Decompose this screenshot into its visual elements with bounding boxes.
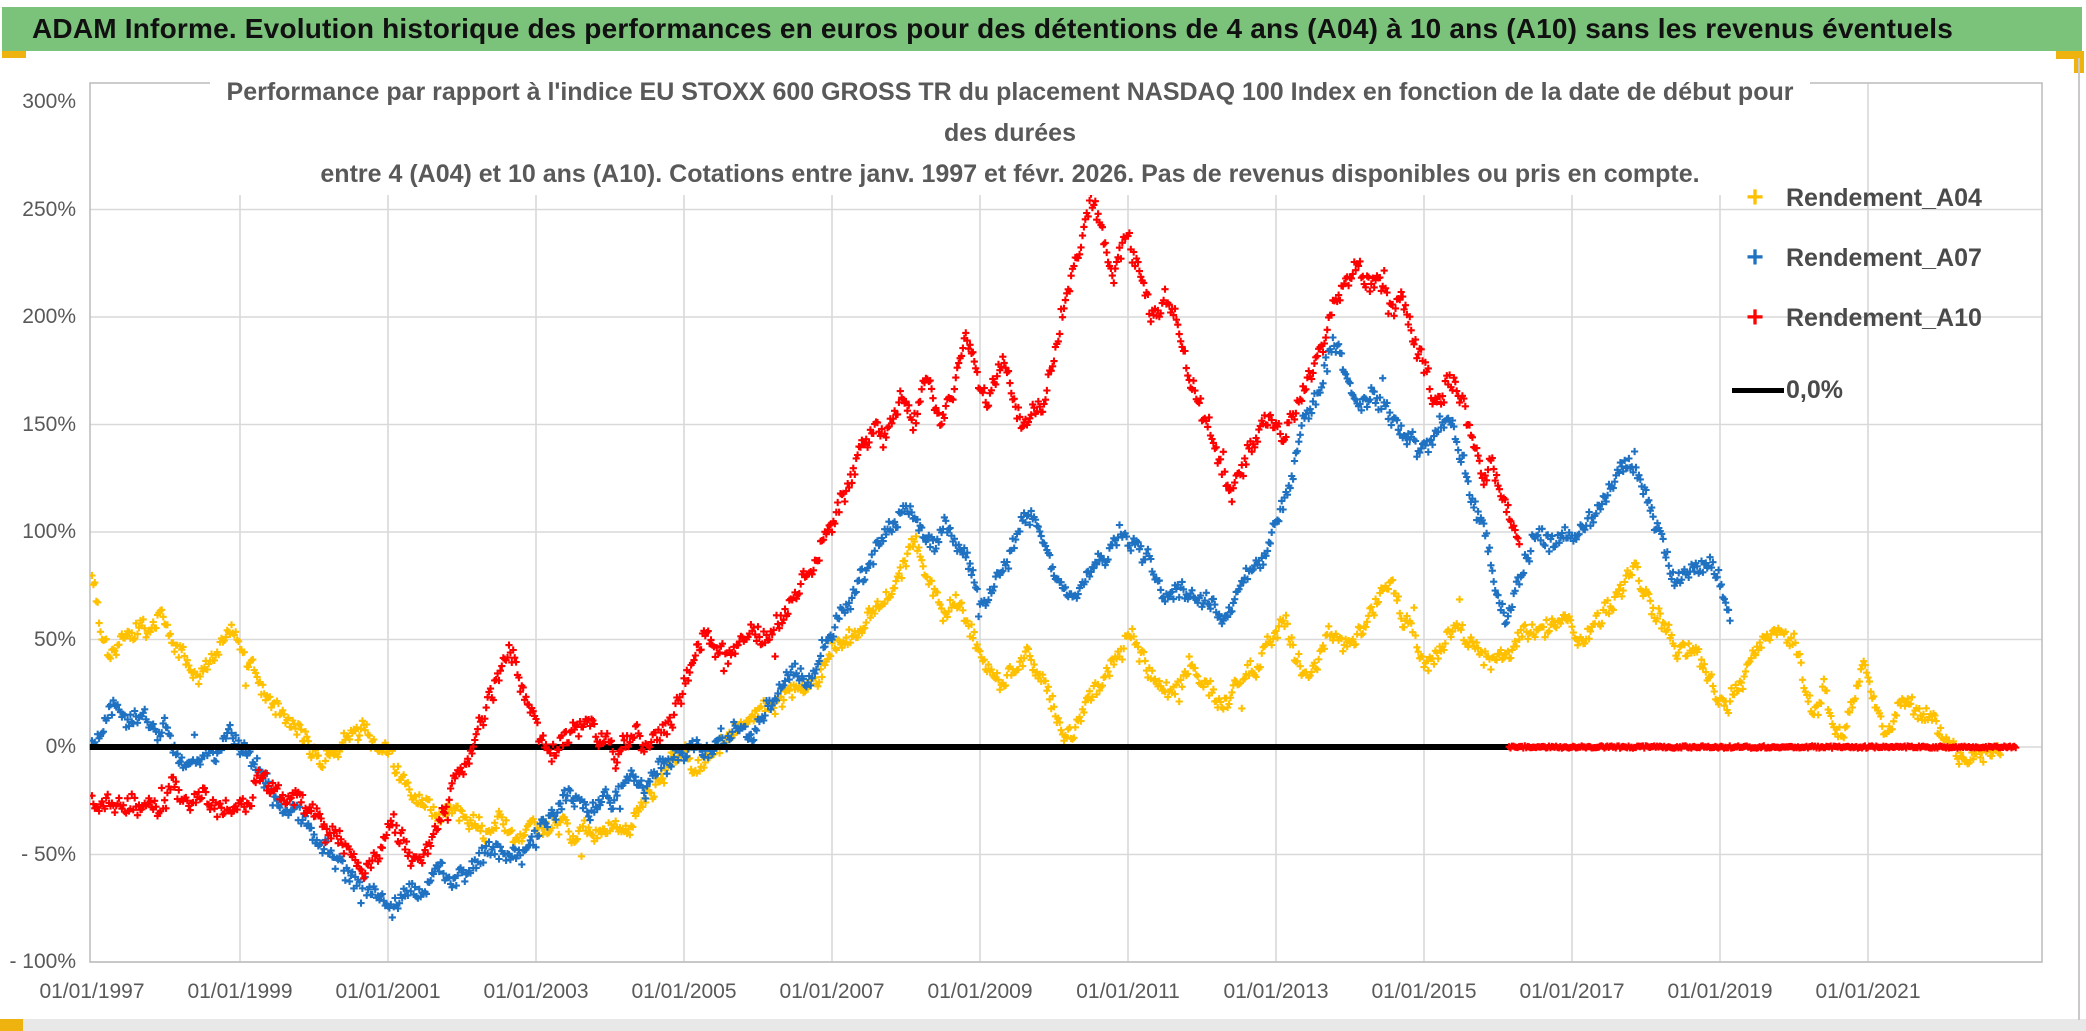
legend-item-rendement-a04: + Rendement_A04 [1724,178,1982,218]
y-tick-label: 0% [45,735,76,758]
bottom-bar [0,1019,2086,1031]
right-edge-line [2078,58,2080,1020]
title-banner: ADAM Informe. Evolution historique des p… [2,7,2082,51]
x-tick-label: 01/01/2003 [483,980,589,1003]
y-tick-label: 250% [22,197,76,221]
legend-item-rendement-a10: + Rendement_A10 [1724,298,1982,338]
x-tick-label: 01/01/1997 [39,980,145,1003]
plus-marker-icon: + [1746,241,1764,274]
x-tick-label: 01/01/2011 [1076,980,1180,1003]
legend-item-0-0-: 0,0% [1724,370,1843,410]
y-tick-label: - 100% [9,950,76,973]
legend-item-rendement-a07: + Rendement_A07 [1724,238,1982,278]
plus-marker-icon: + [1746,301,1764,334]
zero-line-icon [1732,387,1784,393]
gold-accent-top-left [2,51,26,58]
y-tick-label: 300% [22,90,76,113]
x-tick-label: 01/01/2021 [1815,980,1921,1003]
x-tick-label: 01/01/2013 [1223,980,1329,1003]
x-tick-label: 01/01/2009 [927,980,1033,1003]
plus-marker-icon: + [1746,181,1764,214]
legend-label: Rendement_A10 [1786,303,1982,332]
y-tick-label: 150% [22,412,76,436]
y-tick-label: 200% [22,305,76,328]
y-tick-label: 100% [22,520,76,543]
chart-subtitle: Performance par rapport à l'indice EU ST… [210,72,1810,195]
legend-label: 0,0% [1786,375,1843,404]
chart-subtitle-line1: Performance par rapport à l'indice EU ST… [226,78,1794,147]
x-tick-label: 01/01/2007 [779,980,885,1003]
page-title: ADAM Informe. Evolution historique des p… [32,13,1954,44]
x-tick-label: 01/01/2005 [631,980,737,1003]
x-tick-label: 01/01/2017 [1519,980,1625,1003]
gold-accent-bottom-left [0,1019,23,1031]
x-tick-label: 01/01/2001 [335,980,441,1003]
legend-label: Rendement_A07 [1786,243,1982,272]
chart-subtitle-line2: entre 4 (A04) et 10 ans (A10). Cotations… [320,160,1700,188]
legend-label: Rendement_A04 [1786,183,1982,212]
x-tick-label: 01/01/1999 [187,980,293,1003]
y-tick-label: - 50% [21,842,76,866]
x-tick-label: 01/01/2015 [1371,980,1477,1003]
y-tick-label: 50% [33,627,76,651]
gold-accent-top-right [2056,51,2084,59]
x-tick-label: 01/01/2019 [1667,980,1773,1003]
